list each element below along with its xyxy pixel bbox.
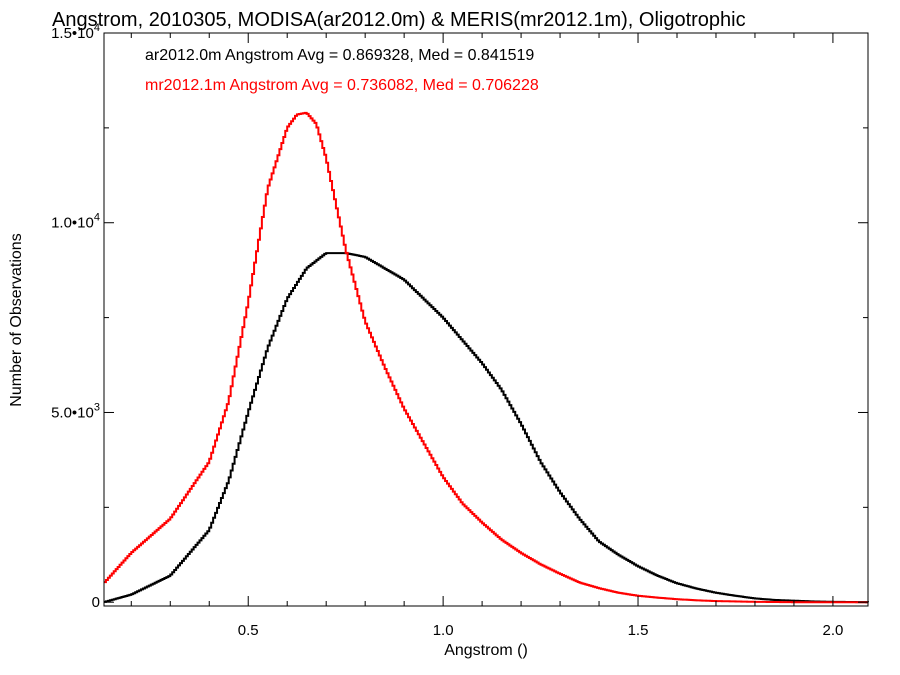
legend-entry-mr2012: mr2012.1m Angstrom Avg = 0.736082, Med =… bbox=[145, 77, 539, 94]
x-tick-label: 0.5 bbox=[238, 622, 259, 639]
x-tick-label: 1.0 bbox=[433, 622, 454, 639]
y-axis-label: Number of Observations bbox=[8, 233, 25, 406]
y-tick-mantissa: 0 bbox=[92, 594, 100, 611]
y-tick-exponent: 4 bbox=[94, 22, 100, 34]
legend-entry-ar2012: ar2012.0m Angstrom Avg = 0.869328, Med =… bbox=[145, 47, 534, 64]
series-line-ar2012.0m bbox=[104, 252, 869, 604]
y-tick-mantissa: 5.0•10 bbox=[51, 404, 94, 421]
y-tick-label: 0 bbox=[92, 594, 100, 611]
y-tick-label: 5.0•103 bbox=[51, 401, 100, 421]
x-tick-label: 2.0 bbox=[822, 622, 843, 639]
y-tick-label: 1.0•104 bbox=[51, 212, 100, 232]
series-line-mr2012.1m bbox=[104, 111, 868, 604]
y-tick-mantissa: 1.5•10 bbox=[51, 25, 94, 42]
y-tick-exponent: 4 bbox=[94, 212, 100, 224]
x-tick-label: 1.5 bbox=[628, 622, 649, 639]
y-tick-exponent: 3 bbox=[94, 401, 100, 413]
axis-ticks bbox=[104, 32, 868, 606]
y-tick-mantissa: 1.0•10 bbox=[51, 215, 94, 232]
series-curves bbox=[104, 111, 869, 604]
x-tick-labels: 0.5 1.0 1.5 2.0 bbox=[238, 622, 844, 639]
y-tick-label: 1.5•104 bbox=[51, 22, 100, 42]
plot-frame bbox=[103, 32, 869, 607]
x-axis-label: Angstrom () bbox=[444, 642, 528, 659]
chart-title: Angstrom, 2010305, MODISA(ar2012.0m) & M… bbox=[52, 9, 746, 31]
